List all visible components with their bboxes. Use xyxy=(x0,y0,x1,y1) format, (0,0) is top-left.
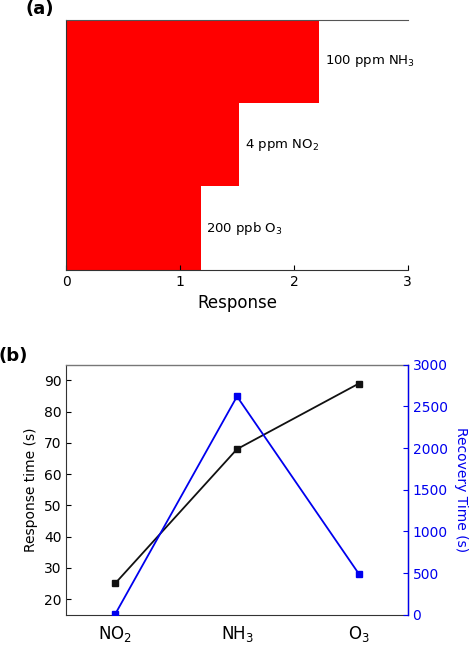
Text: (b): (b) xyxy=(0,347,27,366)
Text: 4 ppm NO$_2$: 4 ppm NO$_2$ xyxy=(245,137,319,153)
Y-axis label: Response time (s): Response time (s) xyxy=(24,428,38,552)
X-axis label: Response: Response xyxy=(197,294,277,312)
Bar xyxy=(66,20,319,103)
Y-axis label: Recovery Time (s): Recovery Time (s) xyxy=(455,427,468,553)
Text: 200 ppb O$_3$: 200 ppb O$_3$ xyxy=(206,219,283,237)
Bar xyxy=(66,103,239,186)
Text: (a): (a) xyxy=(26,0,54,18)
Text: 100 ppm NH$_3$: 100 ppm NH$_3$ xyxy=(325,54,415,69)
Bar xyxy=(66,186,201,270)
